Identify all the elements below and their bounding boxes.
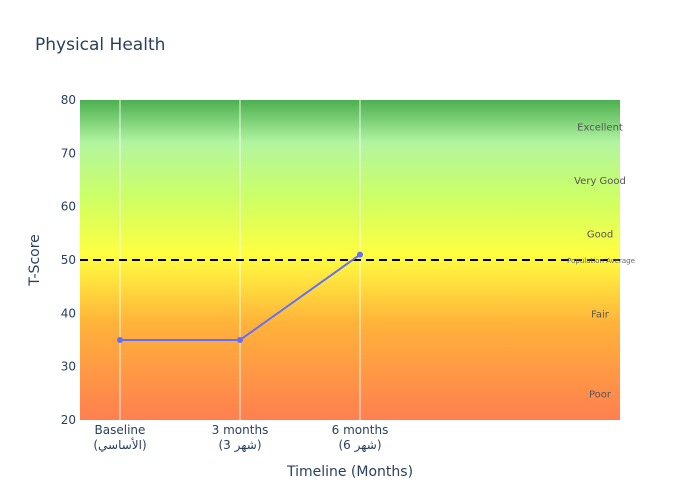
band-label: Poor	[589, 389, 612, 400]
y-tick-label: 40	[61, 306, 76, 320]
data-point[interactable]	[237, 337, 243, 343]
y-tick-label: 70	[61, 146, 76, 160]
y-ticks: 20 30 40 50 60 70 80	[61, 93, 76, 427]
x-axis-title: Timeline (Months)	[286, 464, 413, 480]
x-tick-sublabel: (الأساسي)	[93, 437, 146, 452]
x-tick-sublabel: (شهر 6)	[338, 438, 381, 453]
x-tick-label: Baseline	[95, 423, 146, 437]
x-tick-sublabel: (شهر 3)	[218, 438, 261, 453]
band-labels: Excellent Very Good Good Fair Poor	[574, 123, 626, 401]
y-axis-title: T-Score	[27, 234, 43, 287]
y-tick-label: 20	[61, 413, 76, 427]
y-tick-label: 30	[61, 360, 76, 374]
x-ticks: Baseline(الأساسي) 3 months(شهر 3) 6 months…	[93, 423, 388, 453]
x-tick-label: 6 months	[332, 423, 389, 437]
y-tick-label: 60	[61, 200, 76, 214]
data-point[interactable]	[117, 337, 123, 343]
data-point[interactable]	[357, 251, 363, 258]
reference-line-group: Population Average	[80, 257, 635, 265]
band-label: Excellent	[577, 123, 623, 134]
series-group	[117, 251, 363, 343]
band-label: Good	[587, 229, 613, 240]
y-tick-label: 80	[61, 93, 76, 107]
band-label: Very Good	[574, 176, 626, 187]
y-tick-label: 50	[61, 253, 76, 267]
band-label: Fair	[591, 309, 610, 320]
reference-line-label: Population Average	[567, 257, 635, 265]
chart-title: Physical Health	[35, 35, 165, 55]
x-tick-label: 3 months	[212, 423, 269, 437]
